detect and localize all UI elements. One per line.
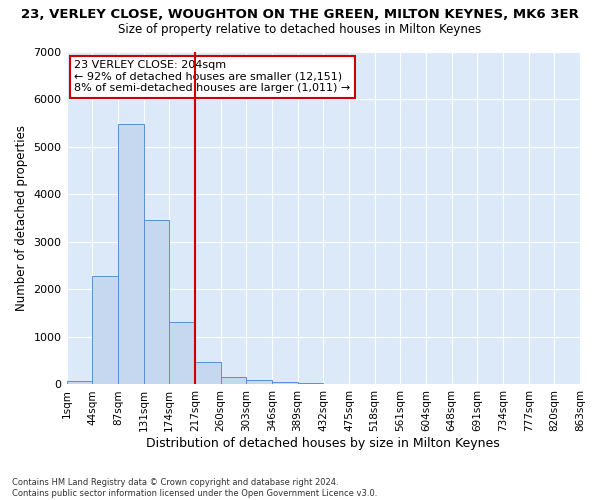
Text: 23 VERLEY CLOSE: 204sqm
← 92% of detached houses are smaller (12,151)
8% of semi: 23 VERLEY CLOSE: 204sqm ← 92% of detache… (74, 60, 350, 94)
Bar (221, 377, 246, 384)
Text: 23, VERLEY CLOSE, WOUGHTON ON THE GREEN, MILTON KEYNES, MK6 3ER: 23, VERLEY CLOSE, WOUGHTON ON THE GREEN,… (21, 8, 579, 20)
Bar (169, 322, 195, 384)
Bar (92, 276, 118, 384)
Text: Size of property relative to detached houses in Milton Keynes: Size of property relative to detached ho… (118, 22, 482, 36)
X-axis label: Distribution of detached houses by size in Milton Keynes: Distribution of detached houses by size … (146, 437, 500, 450)
Bar (246, 380, 272, 384)
Bar (67, 381, 92, 384)
Text: Contains HM Land Registry data © Crown copyright and database right 2024.
Contai: Contains HM Land Registry data © Crown c… (12, 478, 377, 498)
Bar (272, 382, 298, 384)
Y-axis label: Number of detached properties: Number of detached properties (15, 125, 28, 311)
Bar (143, 220, 169, 384)
Bar (118, 124, 143, 384)
Bar (298, 383, 323, 384)
Bar (195, 362, 221, 384)
